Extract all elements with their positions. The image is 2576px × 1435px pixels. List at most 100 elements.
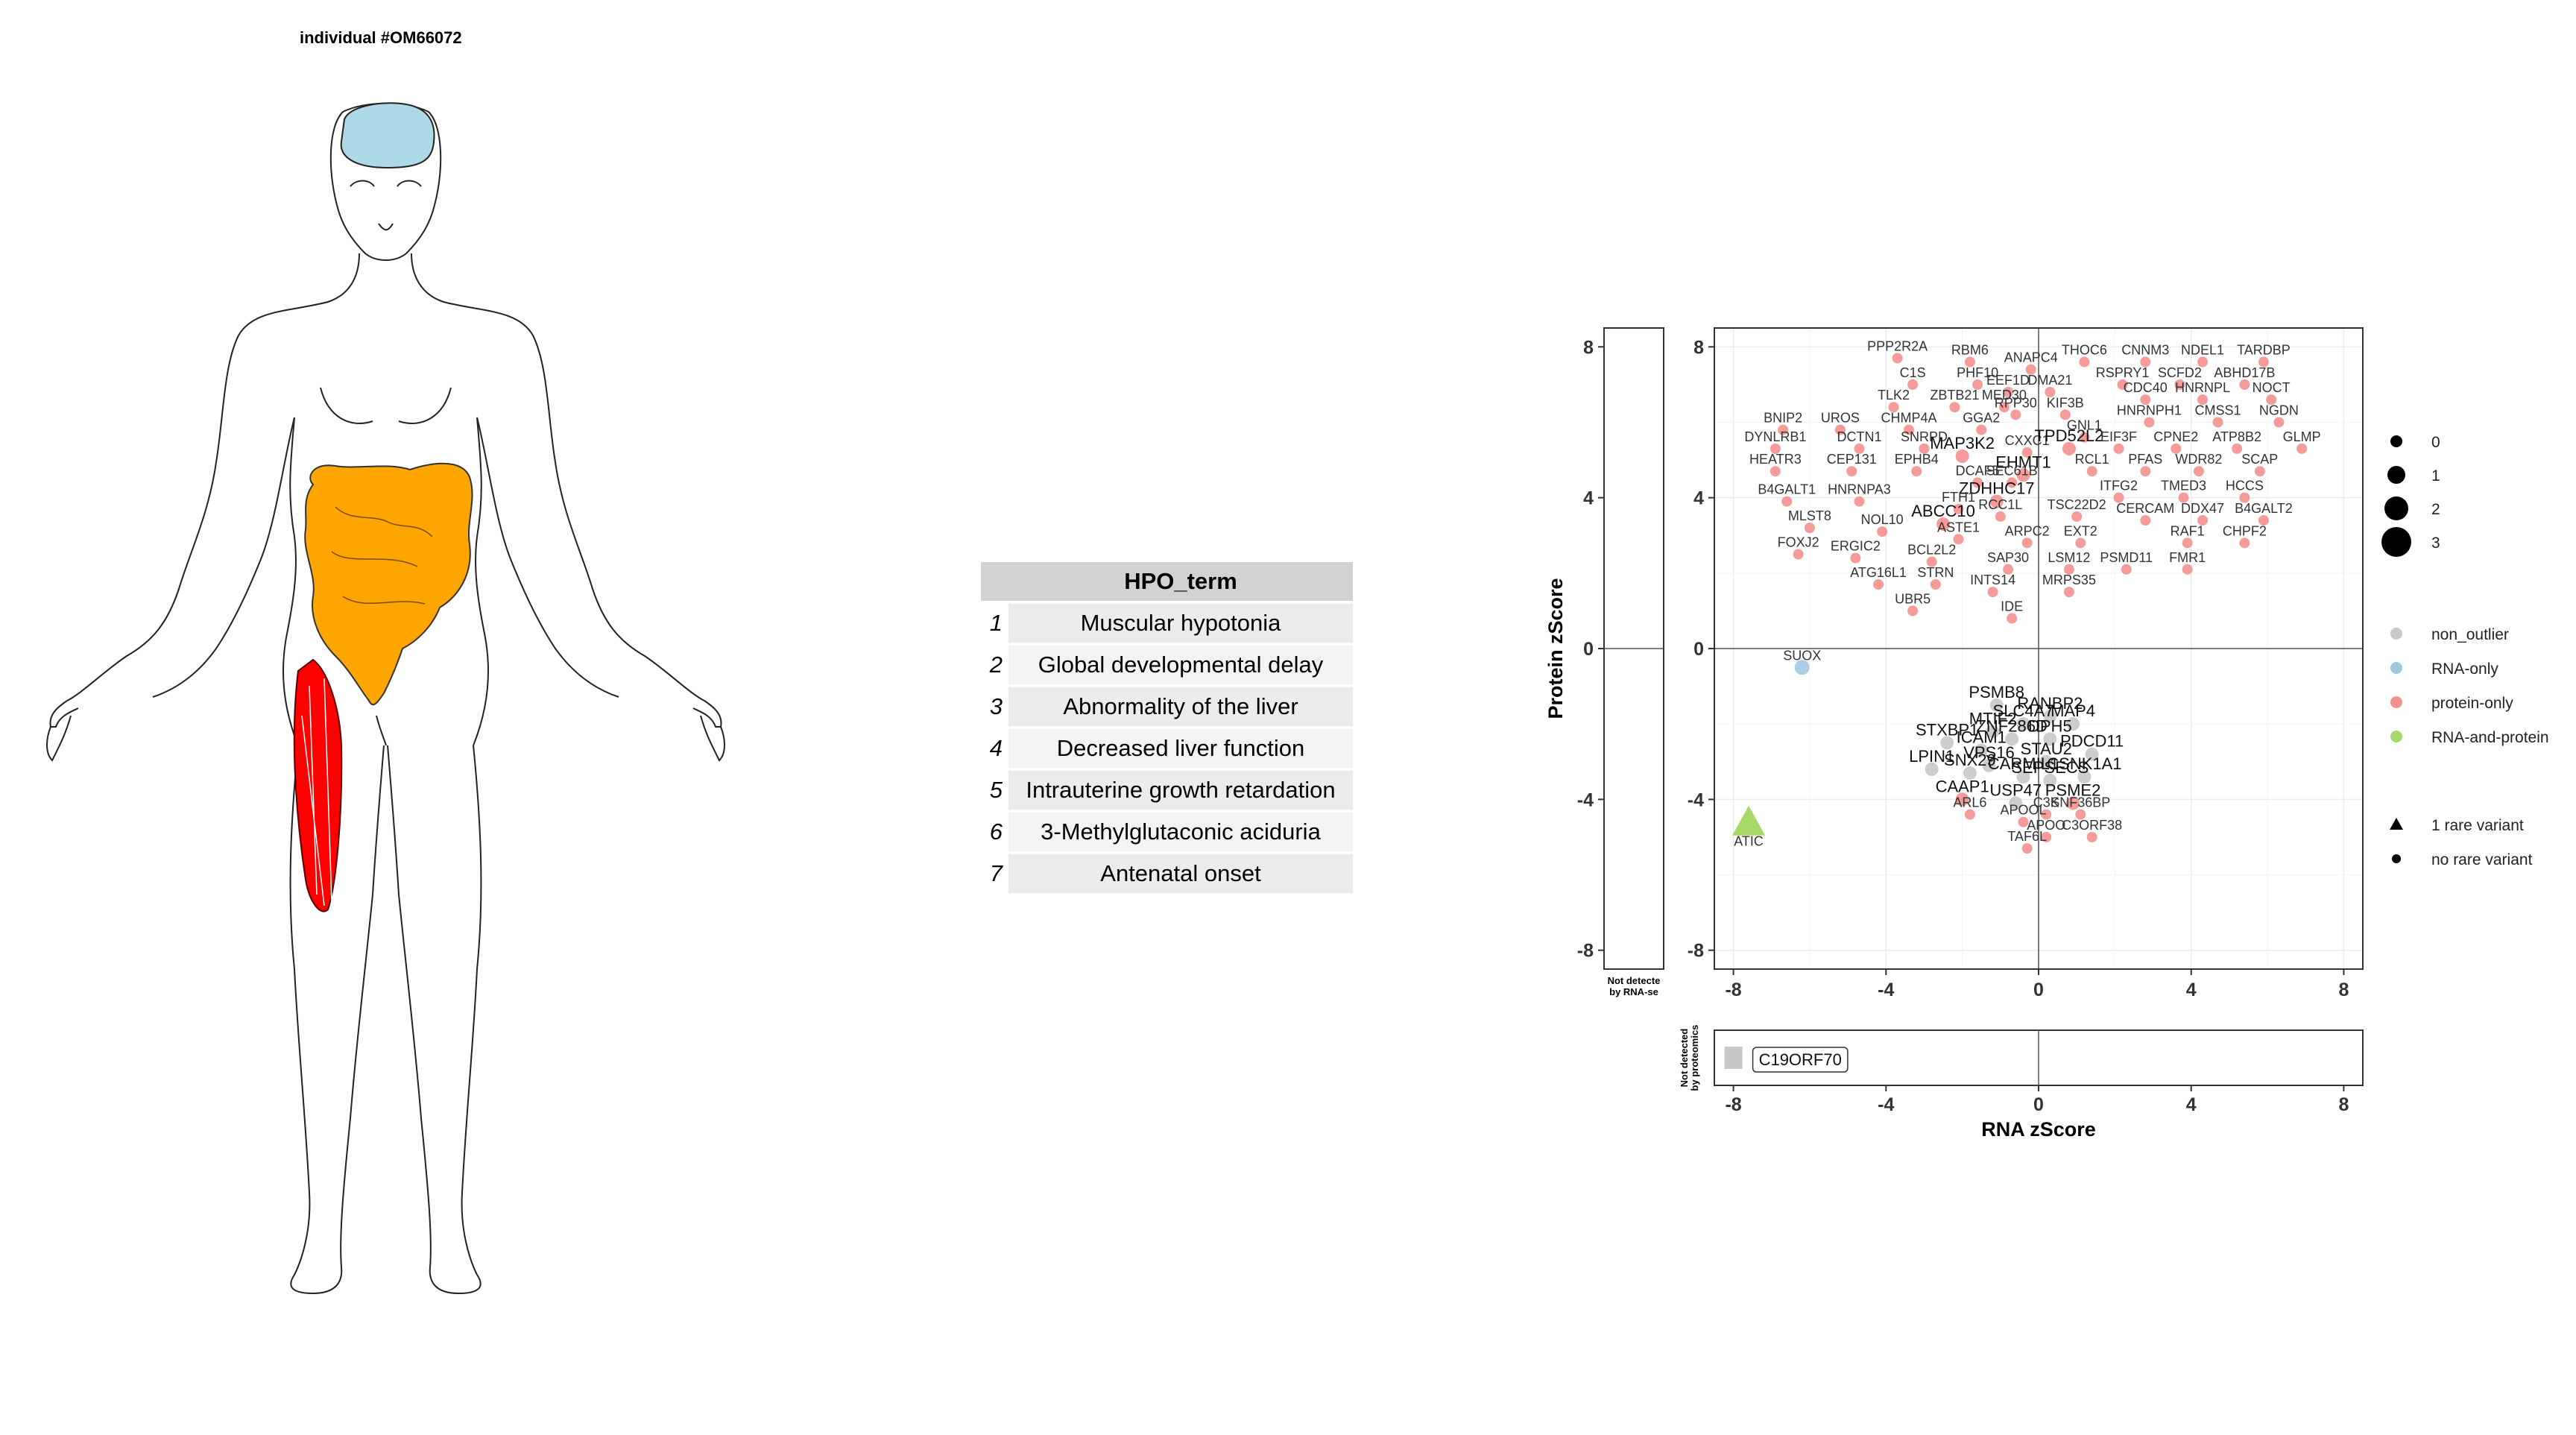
side-y-tick-label: 0 — [1583, 639, 1594, 660]
body-outline — [46, 102, 725, 1295]
gene-label: FTH1 — [1942, 490, 1975, 505]
data-point — [2005, 732, 2019, 746]
side-y-tick-label: -4 — [1577, 789, 1594, 810]
gene-label: MRPS35 — [2042, 573, 2096, 587]
gene-label: TAF6L — [2007, 829, 2047, 844]
y-tick-label: -8 — [1688, 941, 1704, 962]
gene-label: ZNF286D — [1976, 716, 2047, 735]
gene-label: CXXC1 — [2005, 433, 2050, 448]
gene-label: THOC6 — [2062, 343, 2107, 358]
gene-label: STRN — [1917, 565, 1954, 580]
x-tick-label: 0 — [2033, 980, 2044, 1000]
data-point — [1770, 443, 1781, 454]
gene-label: SUOX — [1783, 648, 1821, 663]
data-point — [2174, 379, 2185, 390]
data-point — [2140, 466, 2151, 477]
gene-label: ANAPC4 — [2004, 350, 2058, 365]
gene-label: GNL1 — [2067, 418, 2102, 433]
gene-label: EIF3F — [2100, 429, 2137, 444]
data-point — [2063, 587, 2074, 598]
data-point — [1964, 809, 1975, 820]
gene-label: CAAP1 — [1936, 777, 1989, 795]
data-point — [1995, 511, 2006, 522]
data-point — [2066, 796, 2080, 810]
data-point — [1972, 379, 1983, 390]
not-detected-rna-label: Not detecte — [1608, 975, 1661, 986]
data-point — [2043, 710, 2057, 724]
not-detected-rna-label: by RNA-se — [1609, 986, 1658, 997]
data-point — [2021, 843, 2033, 854]
data-point — [1804, 523, 1815, 534]
gene-label: DPH5 — [2028, 716, 2072, 735]
gene-label: DDX47 — [2181, 501, 2224, 516]
legend-size-key — [2384, 496, 2408, 520]
gene-label: SEC61B — [1986, 463, 2038, 478]
gene-label: NDEL1 — [2181, 343, 2224, 358]
gene-label: HCCS — [2226, 479, 2264, 493]
data-point — [2059, 409, 2071, 420]
legend-shape-key — [2390, 818, 2403, 830]
data-point — [2071, 511, 2083, 522]
gene-label: PSMB8 — [1969, 683, 2024, 701]
data-point — [2182, 537, 2193, 549]
data-point — [1940, 736, 1954, 750]
legend-size-key — [2387, 466, 2405, 484]
table-row: 7 Antenatal onset — [981, 854, 1353, 893]
data-point — [2007, 477, 2018, 488]
data-point — [2113, 443, 2124, 454]
not-detected-label-box — [1752, 1047, 1849, 1073]
data-point — [2010, 409, 2021, 420]
intestine-highlight — [304, 462, 473, 706]
gene-label: MLST8 — [1788, 508, 1831, 523]
data-point — [1854, 443, 1865, 454]
data-point — [1834, 424, 1846, 435]
gene-label: SEPSECS — [2011, 758, 2089, 777]
gene-label: RAF1 — [2171, 523, 2205, 538]
data-point — [2021, 537, 2033, 549]
gene-label: RPP30 — [1995, 395, 2037, 410]
bottom-x-tick-label: 0 — [2033, 1094, 2044, 1115]
data-point — [1986, 725, 2000, 739]
legend-size-label: 0 — [2431, 434, 2440, 451]
data-point — [2062, 441, 2076, 455]
data-point — [1953, 534, 1964, 545]
data-point — [1781, 496, 1793, 507]
gene-label: ICAM1 — [1957, 728, 2007, 747]
gene-label: CMSS1 — [2195, 403, 2241, 417]
data-point — [1930, 579, 1941, 590]
data-point — [1770, 466, 1781, 477]
not-detected-gene-label: C19ORF70 — [1759, 1050, 1842, 1069]
data-point — [2009, 796, 2023, 810]
gene-label: ZDHHC17 — [1959, 479, 2034, 498]
x-tick-label: 8 — [2338, 980, 2349, 1000]
x-tick-label: -4 — [1878, 980, 1894, 1000]
hpo-term: Decreased liver function — [1008, 729, 1353, 768]
x-tick-label: -8 — [1725, 980, 1741, 1000]
not-detected-point — [1724, 1047, 1743, 1069]
row-index: 7 — [989, 860, 1003, 886]
legend-shape-label: 1 rare variant — [2431, 817, 2524, 834]
x-tick-label: 4 — [2186, 980, 2197, 1000]
side-y-tick-label: 8 — [1583, 337, 1594, 358]
bottom-x-tick-label: 4 — [2186, 1094, 2197, 1115]
data-point — [1963, 766, 1977, 780]
gene-label: SNF36BP — [2051, 795, 2110, 810]
gene-label: ATIC — [1734, 834, 1764, 849]
gene-label: EPHB4 — [1895, 452, 1939, 467]
data-point — [2041, 809, 2052, 820]
data-point-triangle — [1732, 805, 1766, 836]
y-tick-label: 8 — [1693, 337, 1704, 358]
data-point — [2075, 537, 2086, 549]
legend-color-label: RNA-and-protein — [2431, 729, 2549, 746]
data-point — [2043, 732, 2057, 746]
data-point — [2025, 364, 2036, 375]
data-point — [1846, 466, 1857, 477]
data-point — [1907, 379, 1919, 390]
row-index: 1 — [989, 610, 1003, 636]
gene-label: UBR5 — [1895, 591, 1931, 606]
gene-label: KIF3B — [2047, 395, 2084, 410]
legend-size-label: 2 — [2431, 501, 2440, 518]
gene-label: VPS16 — [1963, 743, 2015, 762]
gene-label: LSM12 — [2048, 550, 2090, 565]
